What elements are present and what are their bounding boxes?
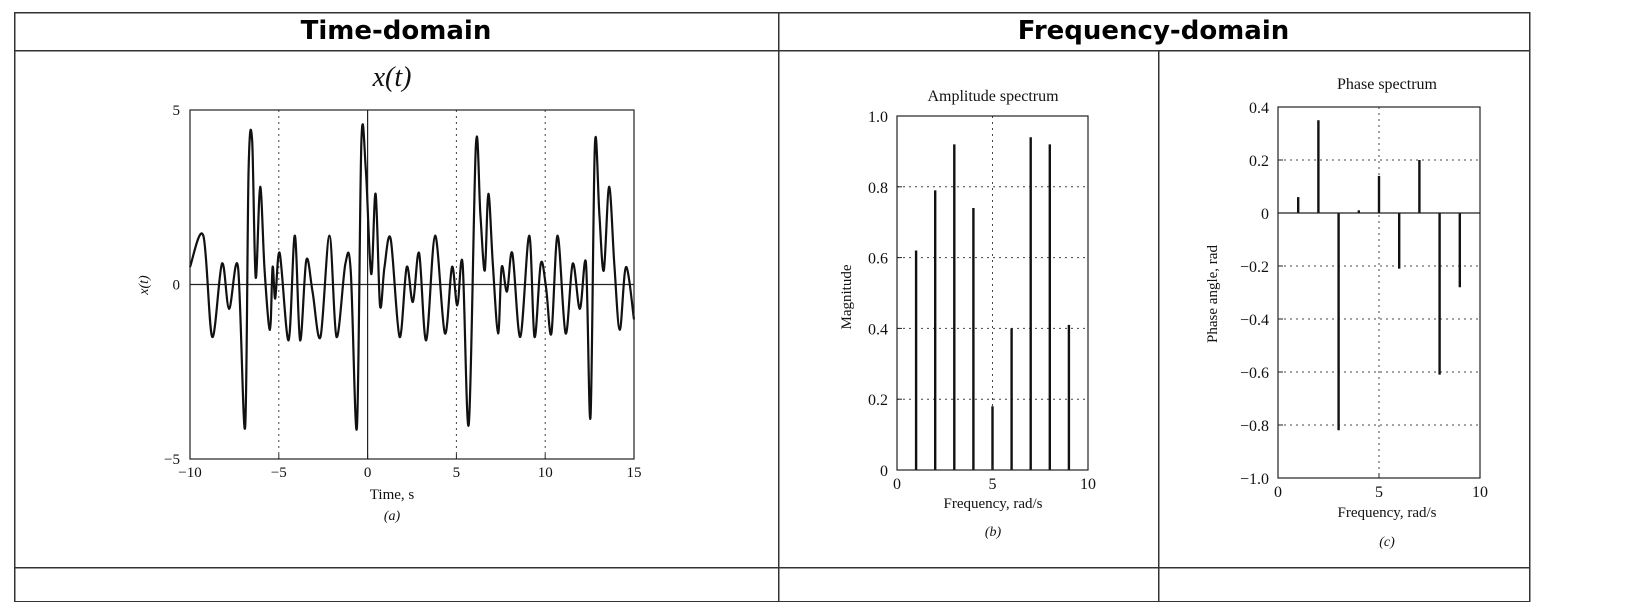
chart-c-yticks: 0.4 0.2 0 −0.2 −0.4 −0.6 −0.8 −1.0 xyxy=(1240,100,1283,488)
chart-a-ylabel: x(t) xyxy=(137,275,152,296)
chart-c-bars xyxy=(1296,120,1461,431)
amplitude-spectrum-chart: Amplitude spectrum 0 5 10 0 0.2 0.4 0.6 0.8 1.0… xyxy=(839,88,1096,540)
chart-a-ytick-label: 0 xyxy=(173,278,181,294)
chart-b-ytick-label: 0 xyxy=(880,463,888,480)
chart-b-ylabel: Magnitude xyxy=(839,264,855,329)
chart-b-title: Amplitude spectrum xyxy=(927,88,1059,105)
chart-c-xtick-label: 10 xyxy=(1472,484,1488,501)
chart-a-xtick-label: −5 xyxy=(271,465,287,481)
chart-a-ytick-label: −5 xyxy=(164,452,180,468)
chart-a-xtick-label: 5 xyxy=(453,465,461,481)
chart-a-xtick-label: 10 xyxy=(538,465,553,481)
chart-c-ytick-label: −0.2 xyxy=(1240,259,1269,276)
chart-c-caption: (c) xyxy=(1379,535,1395,550)
chart-c-ylabel: Phase angle, rad xyxy=(1205,245,1221,343)
time-domain-header: Time-domain xyxy=(300,16,492,46)
chart-b-xticks: 0 5 10 xyxy=(893,465,1096,493)
chart-c-title: Phase spectrum xyxy=(1337,76,1438,93)
chart-b-xtick-label: 10 xyxy=(1080,476,1096,493)
chart-b-xtick-label: 0 xyxy=(893,476,901,493)
chart-b-ytick-label: 0.4 xyxy=(868,321,888,338)
frequency-domain-header: Frequency-domain xyxy=(1017,16,1290,46)
chart-a-caption: (a) xyxy=(384,509,401,524)
chart-c-ytick-label: −0.4 xyxy=(1240,312,1269,329)
chart-a-yticks: −5 0 5 xyxy=(164,103,195,468)
chart-c-xtick-label: 5 xyxy=(1375,484,1383,501)
time-domain-chart: x(t) −10 −5 0 5 10 15 −505 Time, s (a) x(t) xyxy=(137,62,642,524)
chart-b-xtick-label: 5 xyxy=(989,476,997,493)
chart-c-grid xyxy=(1278,107,1480,478)
chart-b-bars xyxy=(914,137,1071,470)
chart-c-ytick-label: −1.0 xyxy=(1240,471,1269,488)
chart-a-xtick-label: 0 xyxy=(364,465,372,481)
chart-b-xlabel: Frequency, rad/s xyxy=(944,496,1043,512)
chart-a-title: x(t) xyxy=(372,62,412,93)
chart-b-caption: (b) xyxy=(985,525,1002,540)
chart-a-xticks: −10 −5 0 5 10 15 xyxy=(178,454,642,481)
chart-c-ytick-label: 0.2 xyxy=(1249,153,1269,170)
chart-b-ytick-label: 1.0 xyxy=(868,109,888,126)
chart-a-xtick-label: −10 xyxy=(178,465,201,481)
chart-a-series-line xyxy=(188,123,636,431)
chart-c-ytick-label: 0.4 xyxy=(1249,100,1269,117)
chart-c-ytick-label: 0 xyxy=(1261,206,1269,223)
chart-b-ytick-label: 0.8 xyxy=(868,180,888,197)
chart-b-yticks: 0 0.2 0.4 0.6 0.8 1.0 xyxy=(868,109,902,480)
chart-b-ytick-label: 0.6 xyxy=(868,251,888,268)
chart-c-xticks: 0 5 10 xyxy=(1274,473,1488,501)
chart-a-xtick-label: 15 xyxy=(627,465,642,481)
chart-a-xlabel: Time, s xyxy=(370,487,415,503)
chart-c-xtick-label: 0 xyxy=(1274,484,1282,501)
chart-c-ytick-label: −0.8 xyxy=(1240,418,1269,435)
chart-c-ytick-label: −0.6 xyxy=(1240,365,1269,382)
chart-b-ytick-label: 0.2 xyxy=(868,392,888,409)
chart-c-xlabel: Frequency, rad/s xyxy=(1338,505,1437,521)
chart-a-ytick-label: 5 xyxy=(173,103,181,119)
phase-spectrum-chart: Phase spectrum 0 5 10 0.4 0.2 0 −0.2 −0.4 −0.6 −… xyxy=(1205,76,1488,550)
